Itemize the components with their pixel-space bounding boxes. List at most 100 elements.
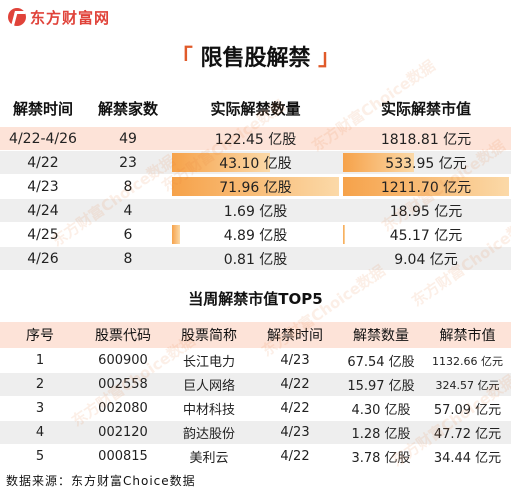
stock-code: 000815: [80, 444, 166, 468]
top5-row: 5 000815 美利云 4/22 3.78 亿股 34.44 亿元: [0, 444, 511, 468]
weekly-row: 4/25 6 4.89 亿股 45.17 亿元: [0, 222, 511, 247]
unlock-value: 57.09 亿元: [424, 396, 511, 421]
unlock-qty: 4.89 亿股: [170, 222, 341, 247]
unlock-qty-text: 1.69 亿股: [223, 203, 288, 220]
title-text: 限售股解禁: [200, 46, 311, 71]
unlock-qty-text: 71.96 亿股: [219, 179, 292, 196]
unlock-qty: 122.45 亿股: [170, 126, 341, 151]
col-header-value: 解禁市值: [424, 322, 511, 349]
top5-row: 2 002558 巨人网络 4/22 15.97 亿股 324.57 亿元: [0, 372, 511, 397]
col-header-code: 股票代码: [80, 322, 166, 349]
page-title: 「 限售股解禁 」: [0, 40, 511, 72]
top5-row: 4 002120 韵达股份 4/23 1.28 亿股 47.72 亿元: [0, 420, 511, 445]
unlock-qty-text: 122.45 亿股: [214, 131, 297, 148]
unlock-value: 47.72 亿元: [424, 420, 511, 445]
unlock-qty: 1.28 亿股: [338, 420, 424, 445]
unlock-count: 49: [86, 126, 170, 151]
col-header-no: 序号: [0, 322, 80, 349]
unlock-value: 533.95 亿元: [341, 150, 511, 175]
unlock-value-text: 533.95 亿元: [385, 155, 467, 172]
top5-table: 序号 股票代码 股票简称 解禁时间 解禁数量 解禁市值 1 600900 长江电力 4…: [0, 322, 511, 468]
unlock-count: 23: [86, 150, 170, 175]
col-header-qty: 实际解禁数量: [210, 99, 301, 118]
unlock-qty-text: 4.89 亿股: [223, 227, 288, 244]
unlock-value-text: 9.04 亿元: [394, 251, 458, 268]
unlock-date: 4/23: [252, 420, 338, 445]
stock-name: 韵达股份: [166, 420, 252, 445]
col-header-date: 解禁时间: [252, 322, 338, 349]
stock-code: 002080: [80, 396, 166, 421]
stock-code: 600900: [80, 348, 166, 373]
col-header-date: 解禁时间: [12, 99, 73, 118]
weekly-row: 4/22 23 43.10 亿股 533.95 亿元: [0, 150, 511, 175]
unlock-value-text: 18.95 亿元: [389, 203, 463, 220]
rank: 5: [0, 444, 80, 468]
value-bar: [172, 153, 271, 172]
weekly-row: 4/23 8 71.96 亿股 1211.70 亿元: [0, 174, 511, 199]
rank: 3: [0, 396, 80, 421]
unlock-value: 9.04 亿元: [341, 246, 511, 270]
stock-name: 美利云: [166, 444, 252, 468]
col-header-value: 实际解禁市值: [380, 99, 471, 118]
rank: 2: [0, 372, 80, 397]
unlock-value: 18.95 亿元: [341, 198, 511, 223]
col-header-count: 解禁家数: [97, 99, 158, 118]
stock-name: 中材科技: [166, 396, 252, 421]
unlock-date: 4/22: [252, 396, 338, 421]
unlock-date: 4/26: [0, 246, 86, 270]
col-header-qty: 解禁数量: [338, 322, 424, 349]
top5-header-row: 序号 股票代码 股票简称 解禁时间 解禁数量 解禁市值: [0, 322, 511, 349]
unlock-value: 324.57 亿元: [424, 372, 511, 397]
unlock-qty: 43.10 亿股: [170, 150, 341, 175]
weekly-row: 4/26 8 0.81 亿股 9.04 亿元: [0, 246, 511, 270]
unlock-value-text: 1818.81 亿元: [380, 131, 472, 148]
top5-title: 当周解禁市值TOP5: [188, 290, 323, 308]
unlock-qty-text: 0.81 亿股: [223, 251, 288, 268]
weekly-unlock-table: 解禁时间 解禁家数 实际解禁数量 实际解禁市值 4/22-4/26 49 122.4…: [0, 90, 511, 270]
unlock-qty: 15.97 亿股: [338, 372, 424, 397]
col-header-name: 股票简称: [166, 322, 252, 349]
unlock-date: 4/23: [252, 348, 338, 373]
unlock-qty: 71.96 亿股: [170, 174, 341, 199]
value-bar: [172, 225, 180, 244]
unlock-count: 6: [86, 222, 170, 247]
brand-name: 东方财富网: [30, 8, 111, 27]
unlock-qty: 3.78 亿股: [338, 444, 424, 468]
brand-logo[interactable]: 东方财富网: [8, 7, 110, 27]
unlock-qty: 1.69 亿股: [170, 198, 341, 223]
unlock-count: 8: [86, 246, 170, 270]
value-bar: [343, 153, 414, 172]
unlock-value-text: 1211.70 亿元: [380, 179, 472, 196]
unlock-date: 4/25: [0, 222, 86, 247]
data-source-note: 数据来源：东方财富Choice数据: [6, 474, 196, 488]
rank: 1: [0, 348, 80, 373]
unlock-qty: 4.30 亿股: [338, 396, 424, 421]
unlock-count: 4: [86, 198, 170, 223]
weekly-row: 4/22-4/26 49 122.45 亿股 1818.81 亿元: [0, 126, 511, 151]
unlock-date: 4/23: [0, 174, 86, 199]
top5-row: 1 600900 长江电力 4/23 67.54 亿股 1132.66 亿元: [0, 348, 511, 373]
unlock-date: 4/22: [252, 372, 338, 397]
unlock-qty-text: 43.10 亿股: [219, 155, 292, 172]
unlock-value: 1818.81 亿元: [341, 126, 511, 151]
stock-code: 002120: [80, 420, 166, 445]
stock-name: 长江电力: [166, 348, 252, 373]
unlock-qty: 0.81 亿股: [170, 246, 341, 270]
top-bar: 东方财富网: [0, 0, 511, 34]
brand-logo-icon: [8, 8, 26, 26]
weekly-header-row: 解禁时间 解禁家数 实际解禁数量 实际解禁市值: [0, 90, 511, 127]
unlock-qty: 67.54 亿股: [338, 348, 424, 373]
unlock-value-text: 45.17 亿元: [389, 227, 463, 244]
title-bracket-open: 「: [170, 46, 193, 71]
unlock-date: 4/24: [0, 198, 86, 223]
stock-code: 002558: [80, 372, 166, 397]
unlock-value: 1132.66 亿元: [424, 348, 511, 373]
weekly-row: 4/24 4 1.69 亿股 18.95 亿元: [0, 198, 511, 223]
top5-row: 3 002080 中材科技 4/22 4.30 亿股 57.09 亿元: [0, 396, 511, 421]
rank: 4: [0, 420, 80, 445]
unlock-date: 4/22-4/26: [0, 126, 86, 151]
unlock-value: 34.44 亿元: [424, 444, 511, 468]
unlock-value: 1211.70 亿元: [341, 174, 511, 199]
value-bar: [343, 177, 509, 196]
title-bracket-close: 」: [318, 46, 341, 71]
